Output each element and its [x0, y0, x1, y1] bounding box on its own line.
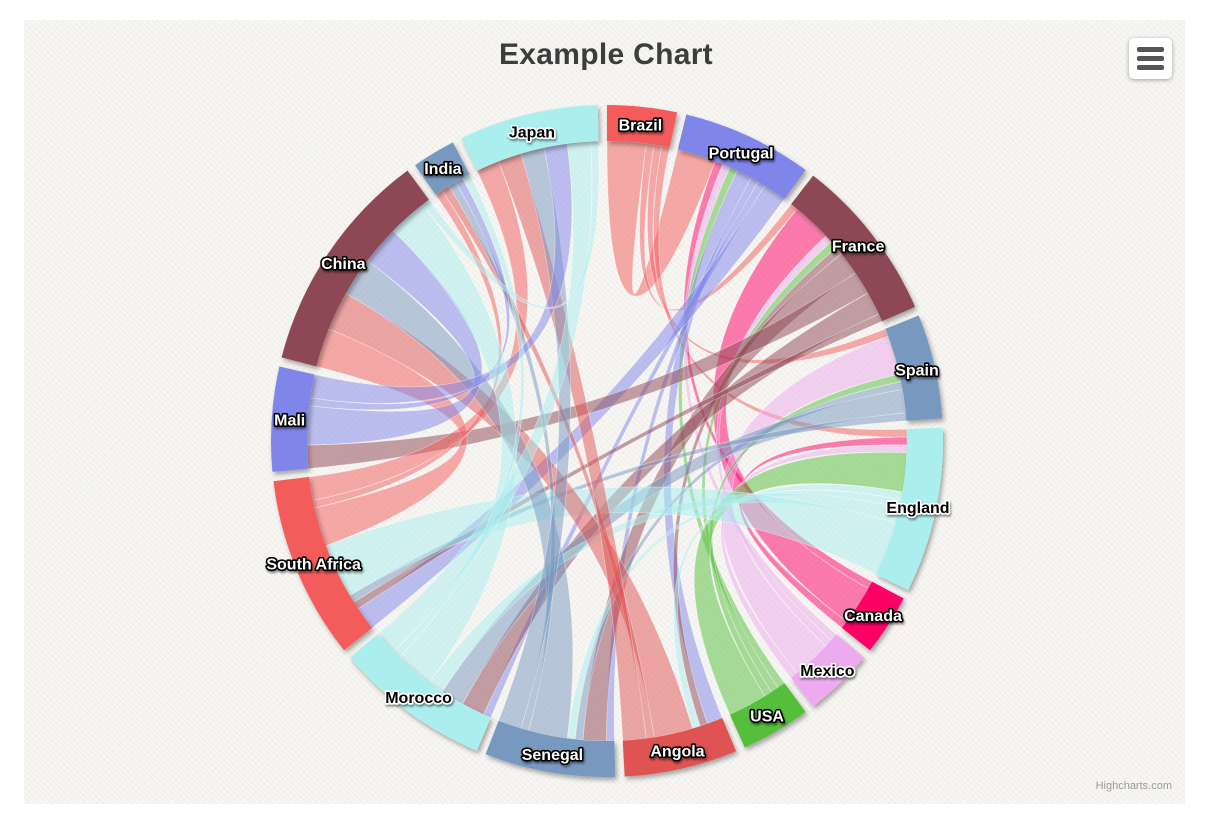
node-arc-China[interactable]: [281, 170, 429, 367]
node-arc-Canada[interactable]: [841, 581, 904, 651]
node-label-South Africa: South Africa: [266, 556, 361, 573]
node-arc-Morocco[interactable]: [350, 634, 491, 751]
node-label-Morocco: Morocco: [385, 690, 452, 707]
node-arc-Brazil[interactable]: [607, 105, 678, 148]
node-label-Senegal: Senegal: [522, 747, 583, 764]
node-arcs-group: [270, 105, 944, 778]
hamburger-icon-bar: [1137, 47, 1164, 53]
node-arc-Japan[interactable]: [461, 105, 599, 171]
node-arc-Mexico[interactable]: [791, 634, 864, 707]
node-label-Spain: Spain: [895, 363, 939, 380]
node-label-France: France: [832, 239, 885, 256]
node-arc-England[interactable]: [875, 427, 944, 591]
hamburger-icon-bar: [1137, 56, 1164, 61]
node-label-Canada: Canada: [844, 608, 902, 625]
node-label-Brazil: Brazil: [619, 117, 663, 134]
node-arc-Portugal[interactable]: [677, 114, 806, 200]
node-arc-France[interactable]: [791, 175, 916, 322]
node-label-Japan: Japan: [509, 125, 555, 142]
chord-links-group: [306, 140, 908, 742]
node-arc-Spain[interactable]: [885, 315, 943, 421]
node-label-India: India: [424, 161, 461, 178]
node-arc-Senegal[interactable]: [485, 720, 616, 778]
link-Mexico-England[interactable]: [720, 444, 908, 679]
node-arc-USA[interactable]: [729, 682, 806, 748]
node-label-China: China: [321, 256, 366, 273]
node-label-Mali: Mali: [274, 413, 305, 430]
node-labels-group: Brazil Portugal France Spain England Canada Me…: [265, 116, 951, 766]
node-label-USA: USA: [750, 708, 784, 725]
node-arc-Mali[interactable]: [270, 366, 315, 472]
node-arc-South Africa[interactable]: [273, 476, 373, 651]
node-arc-India[interactable]: [415, 142, 470, 195]
chart-title: Example Chart: [499, 38, 713, 71]
link-USA-England[interactable]: [693, 451, 908, 716]
node-label-England: England: [886, 500, 949, 517]
node-arc-Angola[interactable]: [622, 717, 737, 777]
node-label-Mexico: Mexico: [800, 663, 854, 680]
node-label-Portugal: Portugal: [709, 145, 774, 162]
context-menu-button[interactable]: [1129, 38, 1172, 79]
hamburger-icon-bar: [1137, 64, 1164, 70]
link-England-South Africa[interactable]: [325, 486, 897, 596]
credits-link[interactable]: Highcharts.com: [1095, 780, 1172, 792]
node-label-Angola: Angola: [650, 744, 704, 761]
